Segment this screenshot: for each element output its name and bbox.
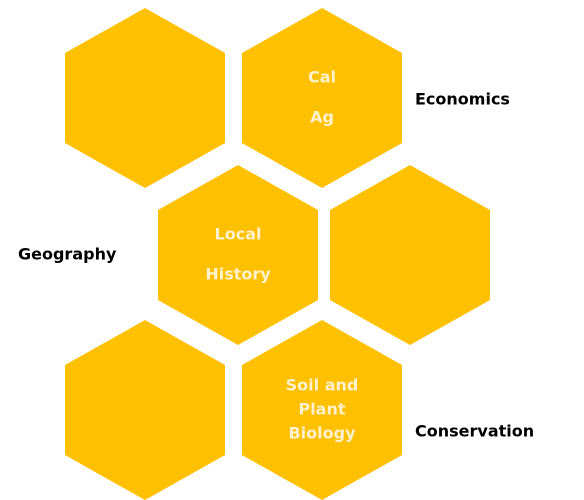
side-label: Conservation [415, 422, 534, 441]
hexagon [158, 165, 318, 345]
hexagon-label: Biology [288, 424, 356, 443]
hexagon-label: Plant [298, 400, 345, 419]
side-label: Geography [18, 245, 117, 264]
texts: Economics Geography Conservation Cal Ag Lo… [18, 68, 534, 443]
hexagons [65, 8, 490, 500]
hexagon [330, 165, 490, 345]
hexagon [65, 8, 225, 188]
hexagon-label: Ag [310, 108, 334, 127]
side-label: Economics [415, 90, 510, 109]
hexagon-label: Local [215, 225, 262, 244]
hexagon-label: Cal [308, 68, 336, 87]
hexagon-label: Soil and [286, 376, 359, 395]
hexagon-label: History [205, 265, 271, 284]
hexagon [65, 320, 225, 500]
hexagon [242, 320, 402, 500]
hexagon [242, 8, 402, 188]
